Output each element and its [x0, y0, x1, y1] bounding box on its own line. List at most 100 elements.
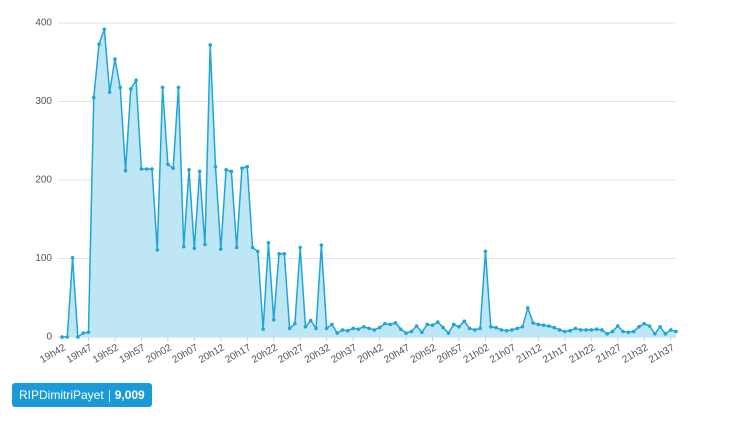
point	[81, 331, 85, 335]
point	[129, 87, 133, 91]
point	[102, 27, 107, 32]
point	[504, 328, 509, 333]
point	[600, 328, 604, 332]
x-tick-label: 21h07	[488, 342, 518, 366]
point	[308, 318, 313, 323]
point	[430, 323, 435, 328]
point	[367, 326, 371, 331]
point	[404, 331, 408, 335]
point	[314, 326, 318, 331]
point	[425, 322, 430, 327]
point	[462, 319, 467, 324]
point	[171, 166, 175, 171]
point	[451, 322, 456, 327]
y-tick-label: 400	[35, 18, 52, 29]
y-tick-label: 300	[35, 96, 52, 107]
point	[234, 245, 239, 250]
point	[637, 324, 641, 329]
point	[134, 78, 138, 83]
chart: 010020030040019h4219h4719h5219h5720h0220…	[35, 18, 678, 366]
point	[398, 327, 403, 331]
point	[229, 169, 234, 174]
separator	[108, 389, 110, 402]
point	[245, 164, 250, 169]
point	[187, 167, 191, 172]
point	[377, 325, 382, 330]
point	[621, 329, 625, 334]
point	[520, 324, 525, 329]
point	[340, 328, 345, 332]
point	[60, 335, 64, 339]
point	[271, 317, 276, 322]
point	[261, 327, 265, 331]
point	[388, 322, 392, 327]
point	[525, 306, 530, 310]
x-tick-label: 19h47	[65, 342, 95, 366]
point	[494, 325, 498, 330]
point	[510, 328, 514, 332]
y-tick-label: 100	[35, 253, 52, 264]
point	[626, 330, 631, 335]
x-tick-label: 19h52	[91, 342, 121, 366]
point	[203, 242, 207, 247]
point	[335, 331, 340, 335]
x-tick-label: 20h57	[435, 342, 465, 366]
point	[663, 332, 668, 336]
point	[457, 324, 461, 329]
point	[536, 322, 541, 327]
x-tick-label: 20h42	[356, 342, 386, 366]
x-tick-label: 21h27	[594, 342, 624, 366]
point	[266, 241, 271, 245]
point	[250, 245, 255, 250]
point	[653, 332, 657, 336]
point	[478, 326, 482, 331]
point	[256, 249, 260, 254]
legend-label: RIPDimitriPayet	[19, 388, 104, 402]
point	[361, 324, 366, 329]
point	[166, 162, 170, 167]
point	[658, 324, 662, 329]
point	[499, 328, 504, 332]
point	[97, 42, 101, 46]
x-tick-label: 20h27	[276, 342, 306, 366]
point	[282, 251, 287, 256]
point	[573, 326, 578, 331]
point	[467, 326, 472, 331]
x-tick-label: 20h32	[303, 342, 333, 366]
point	[176, 85, 181, 90]
point	[240, 166, 244, 171]
x-tick-label: 20h07	[171, 342, 201, 366]
x-tick-label: 21h17	[541, 342, 571, 366]
point	[409, 329, 414, 334]
point	[303, 324, 308, 329]
x-tick-label: 20h37	[329, 342, 359, 366]
point	[589, 328, 594, 332]
point	[488, 324, 493, 329]
point	[642, 321, 647, 326]
point	[160, 85, 165, 90]
x-tick-label: 20h12	[197, 342, 227, 366]
point	[436, 320, 440, 324]
x-tick-label: 20h17	[223, 342, 253, 366]
x-tick-label: 19h57	[118, 342, 148, 366]
point	[213, 164, 218, 169]
point	[139, 167, 144, 171]
point	[383, 321, 387, 326]
x-tick-label: 20h02	[144, 342, 174, 366]
point	[441, 325, 445, 330]
point	[414, 324, 419, 328]
point	[668, 328, 673, 332]
x-tick-label: 20h52	[409, 342, 439, 366]
point	[356, 327, 361, 331]
point	[346, 328, 350, 333]
x-tick-label: 21h02	[462, 342, 492, 366]
point	[631, 329, 636, 334]
legend-badge[interactable]: RIPDimitriPayet 9,009	[12, 383, 152, 407]
x-tick-label: 20h47	[382, 342, 412, 366]
point	[76, 335, 80, 339]
point	[605, 332, 609, 336]
point	[351, 326, 355, 331]
point	[91, 95, 96, 100]
point	[150, 167, 154, 171]
